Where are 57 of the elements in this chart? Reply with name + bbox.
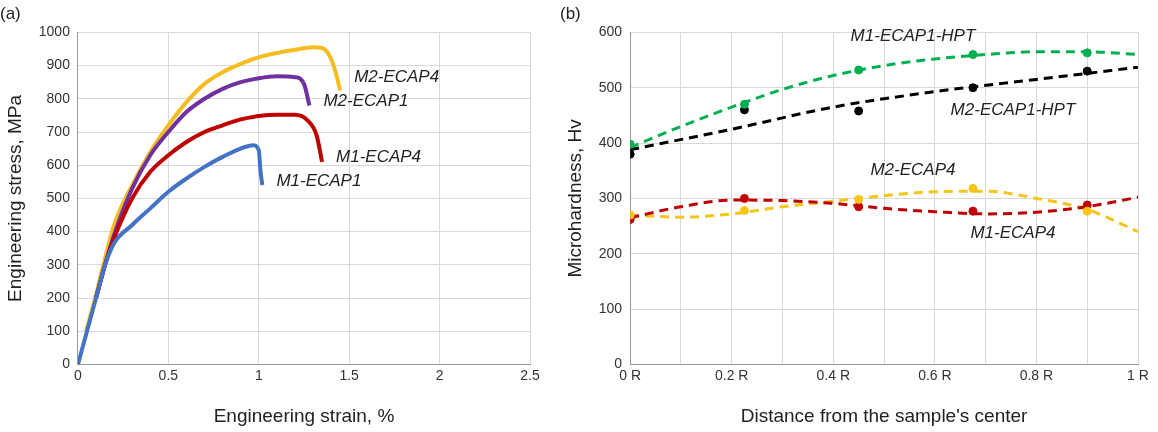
series-label: M1-ECAP1-HPT: [850, 25, 977, 45]
y-tick-label: 200: [46, 288, 71, 305]
point: [968, 183, 978, 193]
point: [739, 206, 749, 216]
y-tick-label: 600: [46, 156, 71, 173]
x-tick-label: 0: [74, 366, 83, 383]
y-axis-title: Engineering stress, MPa: [3, 94, 25, 302]
y-tick-label: 100: [46, 322, 71, 339]
y-tick-label: 0: [62, 355, 71, 372]
point: [854, 202, 864, 212]
point: [968, 50, 978, 60]
y-tick-label: 300: [598, 189, 623, 206]
point: [968, 206, 978, 216]
chart-title: (b): [560, 3, 581, 23]
x-tick-label: 1.5: [339, 366, 360, 383]
x-tick-label: 2: [435, 366, 444, 383]
y-tick-label: 500: [598, 78, 623, 95]
series-label: M2-ECAP1-HPT: [950, 99, 1077, 119]
y-tick-label: 800: [46, 89, 71, 106]
x-tick-label: 0.4 R: [816, 366, 851, 383]
point: [854, 195, 864, 205]
series-label: M1-ECAP4: [336, 146, 422, 166]
y-tick-label: 400: [598, 133, 623, 150]
y-tick-label: 300: [46, 255, 71, 272]
x-axis-title: Distance from the sample's center: [740, 404, 1029, 426]
series-label: M2-ECAP4: [354, 67, 440, 87]
line-series: [77, 143, 265, 365]
series-label: M2-ECAP4: [870, 159, 956, 179]
point: [1082, 48, 1092, 58]
point: [854, 106, 864, 116]
series-label: M1-ECAP4: [970, 223, 1056, 243]
y-tick-label: 500: [46, 189, 71, 206]
y-axis-title: Microhardness, Hv: [563, 118, 585, 278]
y-tick-label: 600: [598, 23, 623, 40]
x-tick-label: 1: [254, 366, 263, 383]
point: [1082, 206, 1092, 216]
y-tick-label: 700: [46, 122, 71, 139]
x-tick-label: 0.2 R: [714, 366, 749, 383]
series-label: M2-ECAP1: [323, 91, 409, 111]
point: [854, 65, 864, 75]
x-tick-label: 0.6 R: [918, 366, 952, 383]
point: [1082, 66, 1092, 76]
point: [739, 193, 749, 203]
y-tick-label: 400: [46, 222, 71, 239]
x-tick-label: 1 R: [1127, 366, 1149, 383]
series-label: M1-ECAP1: [276, 170, 362, 190]
x-tick-label: 0.8 R: [1019, 366, 1054, 383]
x-tick-label: 0.5: [158, 366, 179, 383]
x-tick-label: 2.5: [520, 366, 540, 383]
y-tick-label: 100: [598, 299, 623, 316]
chart-title: (a): [0, 3, 21, 23]
x-axis-title: Engineering strain, %: [213, 404, 395, 426]
point: [968, 83, 978, 93]
y-tick-label: 900: [46, 56, 71, 73]
y-tick-label: 200: [598, 244, 623, 261]
y-tick-label: 1000: [38, 23, 71, 40]
point: [739, 99, 749, 109]
